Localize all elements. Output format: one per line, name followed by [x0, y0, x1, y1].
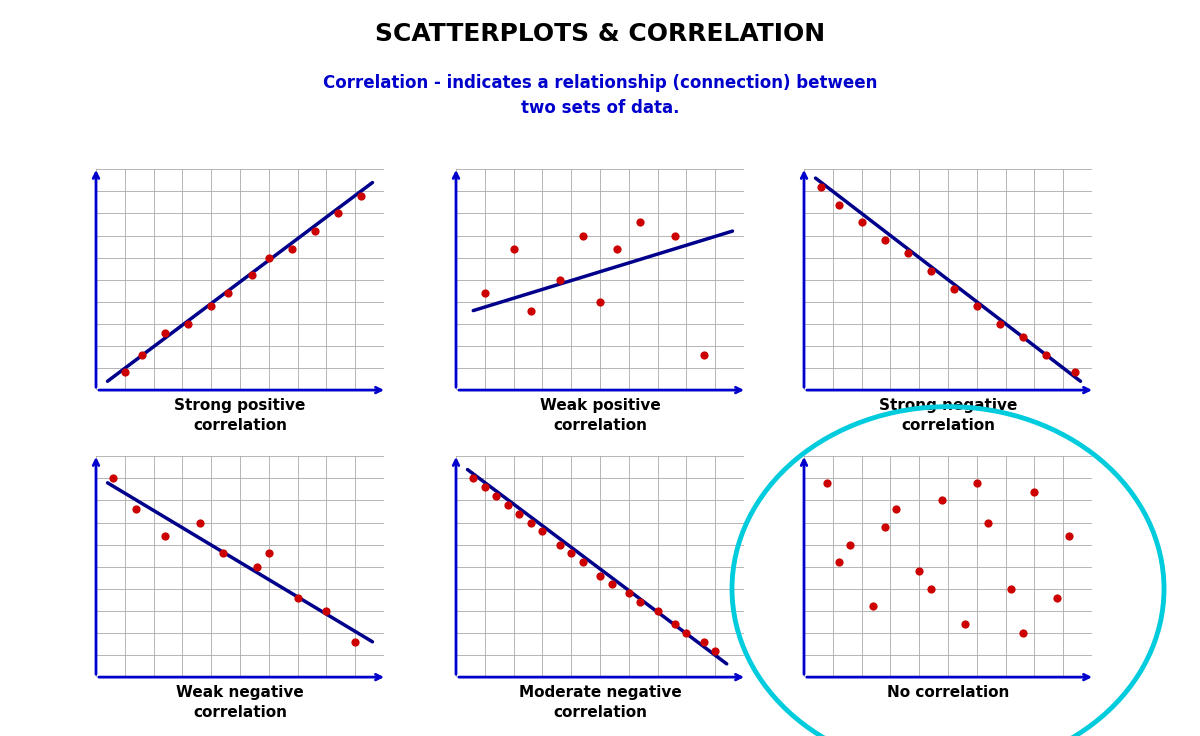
- Point: [955, 618, 974, 630]
- Point: [214, 548, 233, 559]
- Point: [218, 287, 238, 299]
- Point: [990, 318, 1009, 330]
- Point: [115, 367, 134, 378]
- Point: [922, 583, 941, 595]
- Point: [694, 636, 713, 648]
- Point: [864, 601, 883, 612]
- Point: [550, 274, 569, 286]
- Point: [329, 208, 348, 219]
- Point: [607, 243, 626, 255]
- Point: [179, 318, 198, 330]
- Point: [132, 349, 151, 361]
- Point: [1060, 530, 1079, 542]
- Point: [504, 243, 523, 255]
- Point: [677, 627, 696, 639]
- Point: [590, 570, 610, 581]
- Point: [619, 587, 638, 599]
- Point: [103, 473, 122, 484]
- Point: [932, 495, 952, 506]
- Point: [811, 181, 830, 193]
- Point: [156, 327, 175, 339]
- Point: [979, 517, 998, 528]
- Point: [706, 645, 725, 657]
- Point: [190, 517, 209, 528]
- Point: [1025, 486, 1044, 498]
- Text: SCATTERPLOTS & CORRELATION: SCATTERPLOTS & CORRELATION: [374, 22, 826, 46]
- Point: [1013, 331, 1032, 343]
- Point: [1002, 583, 1021, 595]
- X-axis label: No correlation: No correlation: [887, 685, 1009, 701]
- Point: [346, 636, 365, 648]
- Point: [550, 539, 569, 551]
- Point: [665, 230, 684, 241]
- Point: [259, 548, 278, 559]
- Point: [521, 305, 540, 316]
- Point: [944, 283, 964, 294]
- Point: [487, 490, 506, 502]
- Point: [887, 503, 906, 515]
- Point: [829, 556, 848, 568]
- Point: [259, 252, 278, 263]
- Point: [533, 526, 552, 537]
- Point: [574, 230, 593, 241]
- Point: [202, 300, 221, 312]
- Point: [352, 190, 371, 202]
- Point: [317, 605, 336, 617]
- X-axis label: Weak positive
correlation: Weak positive correlation: [540, 398, 660, 434]
- Point: [288, 592, 307, 604]
- Point: [498, 499, 517, 511]
- Point: [242, 269, 262, 281]
- Point: [631, 596, 650, 608]
- Point: [967, 477, 986, 489]
- Point: [305, 225, 324, 237]
- Point: [562, 548, 581, 559]
- Point: [156, 530, 175, 542]
- Point: [1013, 627, 1032, 639]
- Point: [852, 216, 871, 228]
- Point: [648, 605, 667, 617]
- Point: [840, 539, 859, 551]
- Point: [829, 199, 848, 210]
- X-axis label: Strong negative
correlation: Strong negative correlation: [878, 398, 1018, 434]
- Point: [665, 618, 684, 630]
- Point: [817, 477, 836, 489]
- Point: [631, 216, 650, 228]
- Point: [1048, 592, 1067, 604]
- Point: [875, 234, 894, 246]
- X-axis label: Strong positive
correlation: Strong positive correlation: [174, 398, 306, 434]
- Point: [247, 561, 266, 573]
- Text: Correlation - indicates a relationship (connection) between
two sets of data.: Correlation - indicates a relationship (…: [323, 74, 877, 116]
- Point: [475, 481, 494, 493]
- Point: [521, 517, 540, 528]
- Point: [1037, 349, 1056, 361]
- Point: [282, 243, 301, 255]
- Point: [1066, 367, 1085, 378]
- Point: [475, 287, 494, 299]
- Point: [898, 247, 917, 259]
- Point: [694, 349, 713, 361]
- Point: [590, 296, 610, 308]
- Point: [602, 578, 622, 590]
- Point: [574, 556, 593, 568]
- Point: [463, 473, 482, 484]
- X-axis label: Moderate negative
correlation: Moderate negative correlation: [518, 685, 682, 721]
- Point: [127, 503, 146, 515]
- Point: [922, 265, 941, 277]
- Point: [875, 521, 894, 533]
- Point: [910, 565, 929, 577]
- X-axis label: Weak negative
correlation: Weak negative correlation: [176, 685, 304, 721]
- Point: [967, 300, 986, 312]
- Point: [510, 508, 529, 520]
